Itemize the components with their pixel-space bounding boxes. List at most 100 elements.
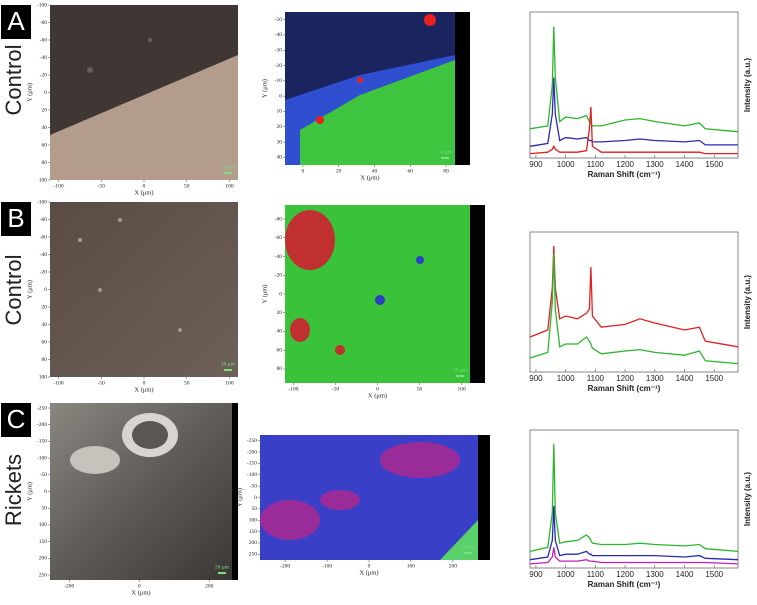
y-tick-label: 0 (44, 489, 47, 495)
optical-image (50, 202, 238, 377)
y-tick-label: -50 (250, 483, 258, 489)
y-tick-label: -60 (275, 235, 283, 241)
x-tick-label: -200 (64, 583, 74, 589)
y-tick-label: 30 (277, 139, 283, 145)
y-tick-label: -40 (40, 55, 48, 61)
y-tick-label: 80 (42, 160, 48, 166)
panel-label-box (1, 5, 31, 39)
x-axis-label: X (μm) (359, 569, 378, 576)
y-axis-label: Y (μm) (26, 280, 33, 299)
y-tick-label: 0 (279, 291, 282, 297)
y-tick-label: 80 (42, 357, 48, 363)
spectrum-line (529, 252, 739, 365)
x-tick-label: 900 (529, 570, 543, 579)
panel-label: C (7, 404, 26, 434)
y-tick-label: 20 (42, 304, 48, 310)
x-tick-label: -50 (332, 386, 340, 392)
optical-image (50, 403, 238, 580)
x-tick-label: 50 (417, 386, 423, 392)
x-tick-label: 1000 (557, 160, 575, 169)
panel-label-box (1, 202, 31, 236)
x-tick-label: 200 (449, 563, 458, 569)
y-tick-label: 10 (277, 109, 283, 115)
scale-bar (441, 157, 449, 159)
y-tick-label: 200 (249, 540, 258, 546)
x-axis-label: X (μm) (360, 174, 379, 181)
raman-map (285, 205, 485, 383)
y-axis-label: Y (μm) (261, 79, 268, 98)
y-axis-label: Intensity (a.u.) (743, 472, 752, 527)
y-tick-label: -50 (275, 17, 283, 23)
y-tick-label: -80 (40, 217, 48, 223)
x-tick-label: 50 (184, 183, 190, 189)
y-tick-label: 100 (39, 522, 48, 528)
y-tick-label: -250 (37, 405, 47, 411)
x-tick-label: 1500 (705, 160, 723, 169)
x-tick-label: 80 (443, 168, 449, 174)
x-tick-label: 1500 (705, 374, 723, 383)
y-axis-label: Y (μm) (236, 488, 243, 507)
y-tick-label: -40 (275, 254, 283, 260)
scale-bar-label: 10 μm (461, 544, 476, 550)
y-tick-label: 40 (42, 322, 48, 328)
y-tick-label: -40 (275, 32, 283, 38)
spectrum-line (529, 245, 739, 348)
y-tick-label: -20 (275, 63, 283, 69)
y-tick-label: -100 (247, 472, 257, 478)
x-tick-label: -100 (288, 386, 298, 392)
y-tick-label: 0 (279, 93, 282, 99)
y-tick-label: 250 (249, 552, 258, 558)
y-tick-label: -100 (37, 2, 47, 8)
spectrum-line (529, 77, 738, 147)
spectrum-line (529, 547, 739, 565)
spectrum-line (529, 443, 739, 553)
x-axis-label: Raman Shift (cm⁻¹) (588, 580, 661, 589)
scale-bar-label: 20 μm (215, 564, 230, 570)
y-axis-label: Y (μm) (26, 83, 33, 102)
y-tick-label: -60 (40, 234, 48, 240)
y-axis-label: Y (μm) (26, 482, 33, 501)
x-tick-label: 1000 (557, 374, 575, 383)
y-tick-label: -60 (40, 37, 48, 43)
x-tick-label: 50 (184, 380, 190, 386)
y-tick-label: -250 (247, 438, 257, 444)
y-tick-label: -200 (37, 422, 47, 428)
x-axis-label: Raman Shift (cm⁻¹) (588, 170, 661, 179)
y-tick-label: 150 (249, 529, 258, 535)
y-tick-label: -100 (37, 455, 47, 461)
figure-content: AControl-100-80-60-40-20020406080100-100… (1, 2, 752, 596)
y-tick-label: -20 (40, 72, 48, 78)
x-tick-label: -200 (280, 563, 290, 569)
panel-label: B (7, 203, 24, 233)
x-tick-label: 1300 (646, 160, 664, 169)
y-tick-label: 150 (39, 539, 48, 545)
x-tick-label: 0 (376, 386, 379, 392)
scale-bar-label: 10 μm (221, 164, 236, 170)
x-tick-label: 100 (407, 563, 416, 569)
x-tick-label: 1200 (616, 570, 634, 579)
y-tick-label: 20 (42, 107, 48, 113)
y-tick-label: 60 (277, 347, 283, 353)
x-tick-label: 1400 (676, 570, 694, 579)
y-tick-label: 60 (42, 339, 48, 345)
x-tick-label: 900 (529, 374, 543, 383)
x-axis-label: X (μm) (134, 189, 153, 196)
x-tick-label: 100 (457, 386, 466, 392)
x-tick-label: -50 (98, 380, 106, 386)
x-tick-label: 40 (372, 168, 378, 174)
x-tick-label: 60 (408, 168, 414, 174)
y-tick-label: 0 (44, 287, 47, 293)
scale-bar (224, 172, 232, 174)
y-tick-label: -150 (37, 439, 47, 445)
x-tick-label: 1400 (676, 160, 694, 169)
spectrum-line (529, 106, 738, 155)
x-tick-label: 1200 (616, 160, 634, 169)
scale-bar (224, 369, 232, 371)
x-tick-label: 1100 (587, 160, 605, 169)
y-tick-label: 100 (249, 517, 258, 523)
x-tick-label: 100 (225, 380, 234, 386)
x-axis-label: X (μm) (131, 589, 150, 596)
y-axis-label: Intensity (a.u.) (743, 58, 752, 113)
y-tick-label: 250 (39, 572, 48, 578)
